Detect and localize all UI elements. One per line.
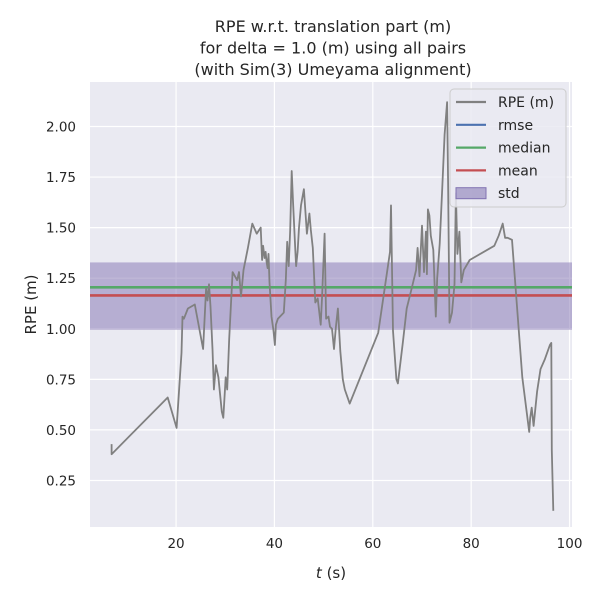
y-tick-label: 1.00: [46, 322, 76, 338]
y-tick-label: 1.75: [46, 170, 76, 186]
x-tick-label: 80: [463, 536, 480, 552]
y-axis-ticks: 0.25 0.50 0.75 1.00 1.25 1.50 1.75 2.00: [46, 120, 76, 490]
x-tick-label: 40: [266, 536, 283, 552]
legend: RPE (m) rmse median mean std: [449, 88, 567, 208]
y-tick-label: 0.50: [46, 423, 76, 439]
legend-label-median: median: [498, 141, 550, 157]
chart-title-line-1: for delta = 1.0 (m) using all pairs: [200, 39, 466, 58]
legend-swatch-std: [455, 187, 487, 200]
y-tick-label: 2.00: [46, 120, 76, 136]
x-tick-label: 60: [364, 536, 381, 552]
x-axis-label: t (s): [316, 564, 346, 582]
legend-label-std: std: [498, 186, 520, 202]
x-tick-label: 20: [167, 536, 184, 552]
y-tick-label: 1.50: [46, 221, 76, 237]
y-tick-label: 1.25: [46, 271, 76, 287]
chart-title: RPE w.r.t. translation part (m) for delta…: [194, 17, 471, 79]
legend-box: [449, 88, 567, 208]
series-line-rpe: [110, 101, 555, 511]
x-tick-label: 100: [557, 536, 583, 552]
chart-title-line-0: RPE w.r.t. translation part (m): [215, 17, 451, 36]
y-tick-label: 0.75: [46, 372, 76, 388]
x-axis-label-var: t: [316, 564, 323, 582]
legend-label-rpem: RPE (m): [498, 95, 554, 111]
x-axis-ticks: 20 40 60 80 100: [167, 536, 582, 552]
legend-label-rmse: rmse: [498, 118, 533, 134]
series-layer: [110, 101, 555, 511]
stat-lines: [90, 286, 572, 297]
y-tick-label: 0.25: [46, 473, 76, 489]
x-axis-label-unit: (s): [322, 564, 346, 582]
chart-title-line-2: (with Sim(3) Umeyama alignment): [194, 60, 471, 79]
y-axis-label: RPE (m): [22, 274, 40, 334]
legend-label-mean: mean: [498, 163, 538, 179]
